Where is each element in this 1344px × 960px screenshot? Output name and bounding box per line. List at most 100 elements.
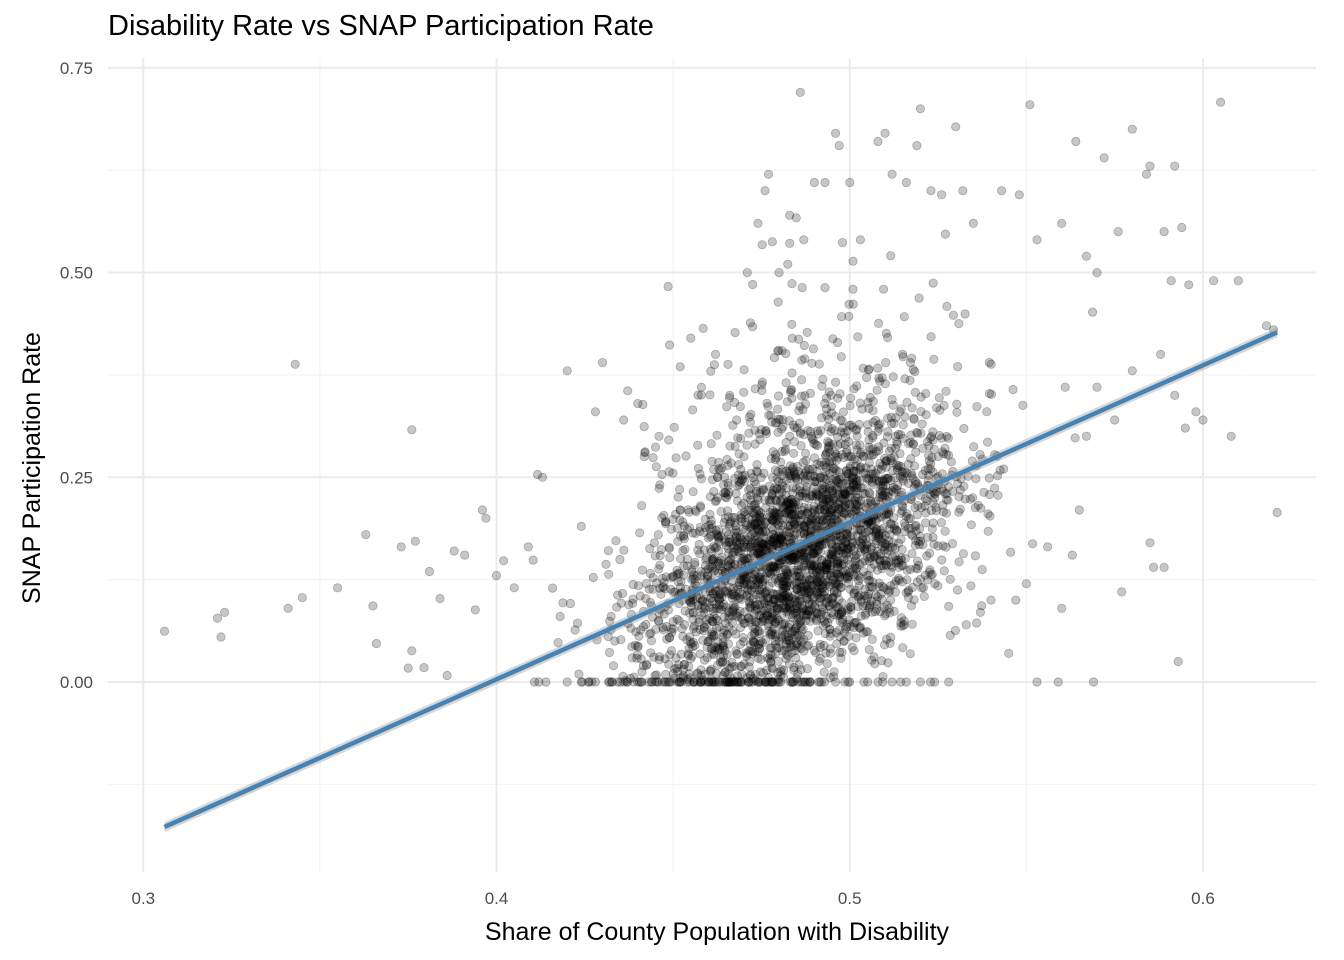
data-point	[787, 648, 797, 658]
data-point	[792, 620, 802, 631]
data-point	[610, 636, 620, 646]
data-point	[819, 677, 830, 687]
data-point	[786, 503, 797, 513]
data-point	[853, 591, 863, 601]
data-point	[711, 496, 722, 506]
data-point	[706, 664, 716, 674]
data-point	[1004, 648, 1014, 659]
data-point	[845, 401, 855, 411]
data-point	[874, 476, 884, 486]
data-point	[902, 397, 912, 407]
data-point	[788, 554, 798, 564]
data-point	[905, 564, 916, 575]
data-point	[691, 507, 701, 517]
data-point	[815, 539, 825, 550]
data-point	[615, 554, 625, 565]
data-point	[770, 574, 781, 584]
data-point	[688, 570, 698, 580]
data-point	[851, 550, 861, 560]
data-point	[839, 501, 850, 511]
data-point	[879, 476, 889, 486]
data-point	[933, 452, 943, 462]
data-point	[952, 585, 963, 595]
data-point	[778, 415, 788, 425]
data-point	[858, 488, 868, 499]
data-point	[693, 600, 703, 611]
data-point	[886, 567, 896, 577]
data-point	[661, 517, 671, 527]
data-point	[897, 349, 908, 359]
data-point	[821, 558, 832, 569]
data-point	[477, 505, 487, 515]
data-point	[758, 485, 769, 495]
data-point	[814, 593, 825, 604]
data-point	[767, 490, 777, 501]
data-point	[727, 657, 737, 668]
data-point	[871, 496, 881, 507]
data-point	[752, 531, 762, 541]
data-point	[882, 584, 892, 595]
data-point	[722, 630, 733, 640]
data-point	[713, 530, 723, 540]
data-point	[873, 420, 883, 430]
data-point	[713, 637, 723, 647]
data-point	[795, 515, 805, 525]
data-point	[779, 583, 789, 593]
data-point	[754, 429, 765, 439]
data-point	[777, 632, 787, 642]
data-point	[665, 552, 675, 563]
data-point	[706, 530, 716, 540]
x-tick-label: 0.5	[838, 889, 862, 908]
data-point	[695, 522, 705, 532]
data-point	[745, 505, 755, 515]
data-point	[789, 665, 799, 675]
data-point	[633, 398, 643, 409]
data-point	[775, 534, 786, 544]
data-point	[860, 488, 870, 499]
data-point	[687, 567, 697, 577]
data-point	[880, 611, 890, 621]
data-point	[790, 624, 800, 634]
data-point	[836, 312, 847, 322]
data-point	[746, 495, 756, 505]
data-point	[1025, 100, 1035, 110]
data-point	[628, 594, 638, 604]
data-point	[739, 387, 749, 397]
data-point	[767, 609, 777, 619]
data-point	[872, 599, 882, 609]
data-point	[707, 555, 717, 565]
data-point	[1209, 276, 1219, 286]
data-point	[952, 399, 962, 409]
data-point	[764, 410, 774, 420]
data-point	[674, 569, 684, 579]
data-point	[813, 523, 823, 533]
data-point	[1018, 400, 1028, 410]
data-point	[828, 466, 838, 476]
data-point	[746, 523, 756, 534]
data-point	[879, 438, 889, 448]
data-point	[791, 640, 801, 651]
data-point	[655, 560, 665, 570]
data-point	[866, 469, 876, 479]
data-point	[866, 496, 876, 507]
data-point	[817, 593, 827, 603]
data-point	[741, 576, 751, 587]
data-point	[790, 630, 800, 640]
data-point	[789, 502, 800, 512]
data-point	[905, 649, 915, 659]
data-point	[617, 588, 628, 599]
data-point	[875, 555, 885, 565]
data-point	[771, 417, 782, 428]
data-point	[562, 366, 572, 376]
data-point	[862, 552, 873, 562]
data-point	[755, 529, 765, 540]
data-point	[822, 659, 832, 669]
data-point	[725, 390, 735, 400]
data-point	[730, 327, 740, 338]
data-point	[797, 601, 807, 611]
data-point	[815, 472, 826, 482]
data-point	[619, 677, 629, 687]
data-point	[734, 459, 744, 470]
data-point	[672, 523, 683, 533]
data-point	[787, 626, 797, 637]
